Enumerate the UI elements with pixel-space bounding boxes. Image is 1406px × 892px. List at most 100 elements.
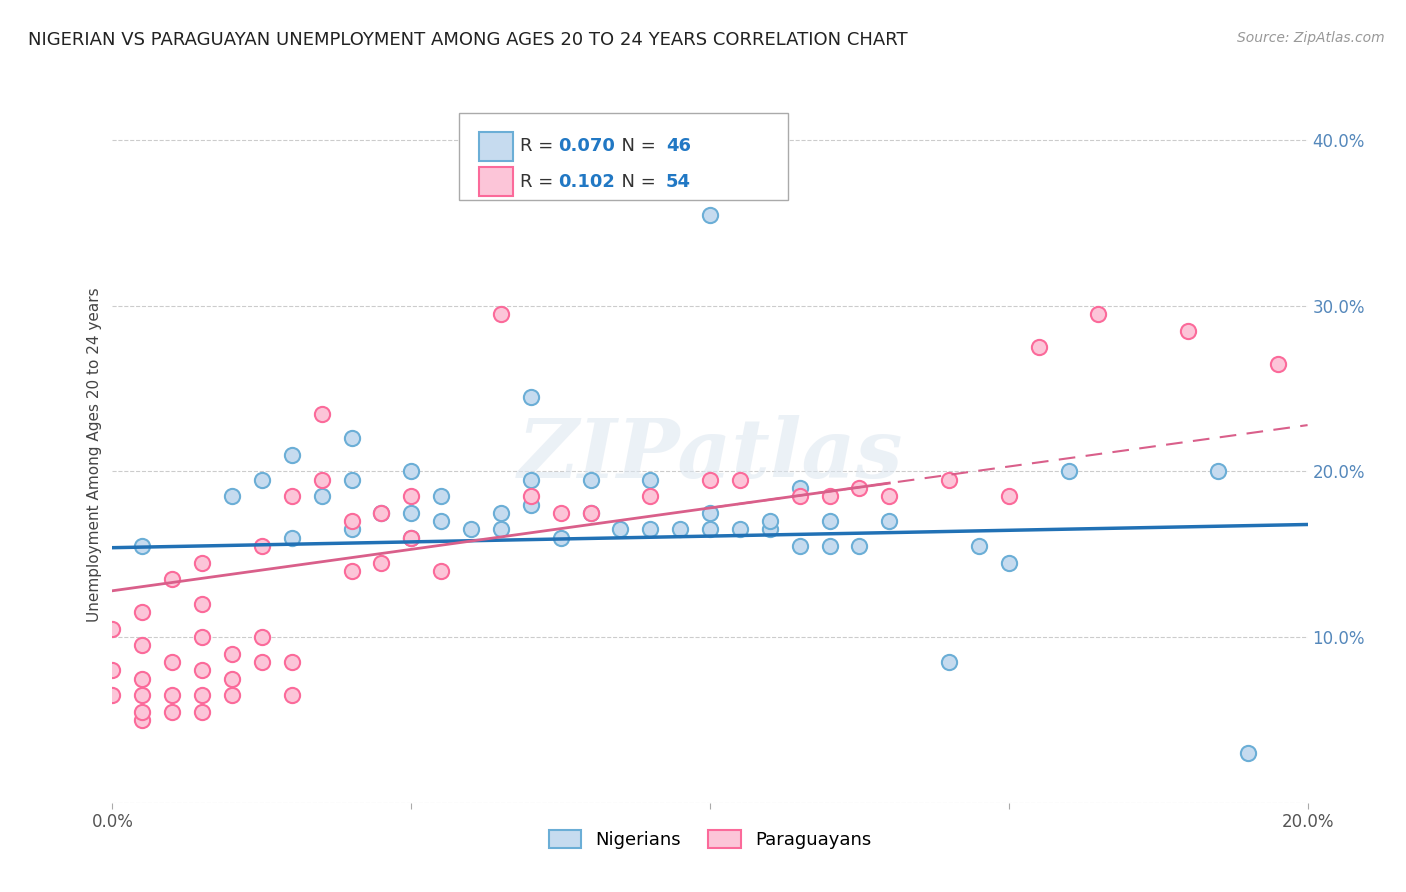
Point bbox=[340, 514, 363, 528]
Point bbox=[191, 663, 214, 677]
Point bbox=[938, 473, 960, 487]
Point bbox=[759, 514, 782, 528]
Bar bbox=[479, 132, 513, 161]
Point bbox=[998, 556, 1021, 570]
Point bbox=[759, 523, 782, 537]
Point bbox=[162, 572, 183, 586]
Point bbox=[967, 539, 990, 553]
Point bbox=[1206, 465, 1229, 479]
Text: 0.070: 0.070 bbox=[558, 137, 616, 155]
Point bbox=[579, 506, 602, 520]
Point bbox=[101, 688, 124, 702]
Point bbox=[281, 531, 304, 545]
Bar bbox=[479, 167, 513, 196]
Point bbox=[221, 489, 243, 503]
Point bbox=[191, 630, 214, 644]
Point bbox=[699, 208, 721, 222]
Point bbox=[131, 605, 153, 619]
Point bbox=[191, 705, 214, 719]
Point bbox=[430, 514, 453, 528]
Point bbox=[401, 531, 423, 545]
Text: R =: R = bbox=[520, 137, 560, 155]
Point bbox=[998, 489, 1021, 503]
Point bbox=[640, 489, 662, 503]
Point bbox=[131, 688, 153, 702]
Point bbox=[281, 655, 304, 669]
Point bbox=[162, 688, 183, 702]
Point bbox=[879, 489, 901, 503]
Point bbox=[401, 531, 423, 545]
Point bbox=[699, 473, 721, 487]
Point bbox=[1177, 324, 1199, 338]
Point bbox=[640, 523, 662, 537]
Point bbox=[699, 523, 721, 537]
Point bbox=[1087, 307, 1109, 321]
Point bbox=[579, 506, 602, 520]
Point bbox=[221, 647, 243, 661]
Point bbox=[370, 506, 392, 520]
Point bbox=[311, 407, 333, 421]
Point bbox=[460, 523, 482, 537]
Point bbox=[131, 539, 153, 553]
Point bbox=[250, 473, 273, 487]
Point bbox=[131, 672, 153, 686]
Point bbox=[789, 481, 811, 495]
Point bbox=[489, 506, 512, 520]
Point bbox=[430, 489, 453, 503]
Point bbox=[250, 655, 273, 669]
Point bbox=[191, 688, 214, 702]
Point bbox=[728, 523, 751, 537]
Point bbox=[550, 531, 572, 545]
Point bbox=[879, 514, 901, 528]
Point bbox=[131, 713, 153, 727]
Point bbox=[699, 506, 721, 520]
Point bbox=[250, 630, 273, 644]
Text: R =: R = bbox=[520, 173, 565, 191]
Text: 54: 54 bbox=[666, 173, 690, 191]
Point bbox=[370, 506, 392, 520]
Point bbox=[340, 431, 363, 445]
Point bbox=[340, 564, 363, 578]
Point bbox=[340, 473, 363, 487]
Point bbox=[221, 672, 243, 686]
Point bbox=[101, 622, 124, 636]
Point bbox=[789, 539, 811, 553]
Point bbox=[221, 688, 243, 702]
Point bbox=[669, 523, 692, 537]
Point bbox=[281, 448, 304, 462]
Point bbox=[520, 489, 543, 503]
Point bbox=[430, 564, 453, 578]
Point bbox=[401, 506, 423, 520]
Point bbox=[401, 489, 423, 503]
Point bbox=[848, 481, 870, 495]
Text: NIGERIAN VS PARAGUAYAN UNEMPLOYMENT AMONG AGES 20 TO 24 YEARS CORRELATION CHART: NIGERIAN VS PARAGUAYAN UNEMPLOYMENT AMON… bbox=[28, 31, 908, 49]
Text: ZIPatlas: ZIPatlas bbox=[517, 415, 903, 495]
Point bbox=[311, 489, 333, 503]
Point bbox=[281, 489, 304, 503]
Point bbox=[550, 506, 572, 520]
Point bbox=[191, 597, 214, 611]
Point bbox=[520, 390, 543, 404]
Point bbox=[609, 523, 631, 537]
Point bbox=[520, 473, 543, 487]
Point bbox=[1057, 465, 1080, 479]
Point bbox=[401, 465, 423, 479]
Point bbox=[311, 473, 333, 487]
Legend: Nigerians, Paraguayans: Nigerians, Paraguayans bbox=[541, 822, 879, 856]
Point bbox=[640, 473, 662, 487]
Text: Source: ZipAtlas.com: Source: ZipAtlas.com bbox=[1237, 31, 1385, 45]
Point bbox=[131, 705, 153, 719]
Point bbox=[250, 539, 273, 553]
Point bbox=[728, 473, 751, 487]
Point bbox=[281, 688, 304, 702]
Point bbox=[938, 655, 960, 669]
Point bbox=[1028, 340, 1050, 354]
Text: N =: N = bbox=[610, 137, 661, 155]
Text: N =: N = bbox=[610, 173, 661, 191]
Point bbox=[848, 539, 870, 553]
Point bbox=[191, 556, 214, 570]
Point bbox=[131, 639, 153, 653]
Point bbox=[101, 663, 124, 677]
Point bbox=[818, 539, 841, 553]
Point bbox=[489, 307, 512, 321]
